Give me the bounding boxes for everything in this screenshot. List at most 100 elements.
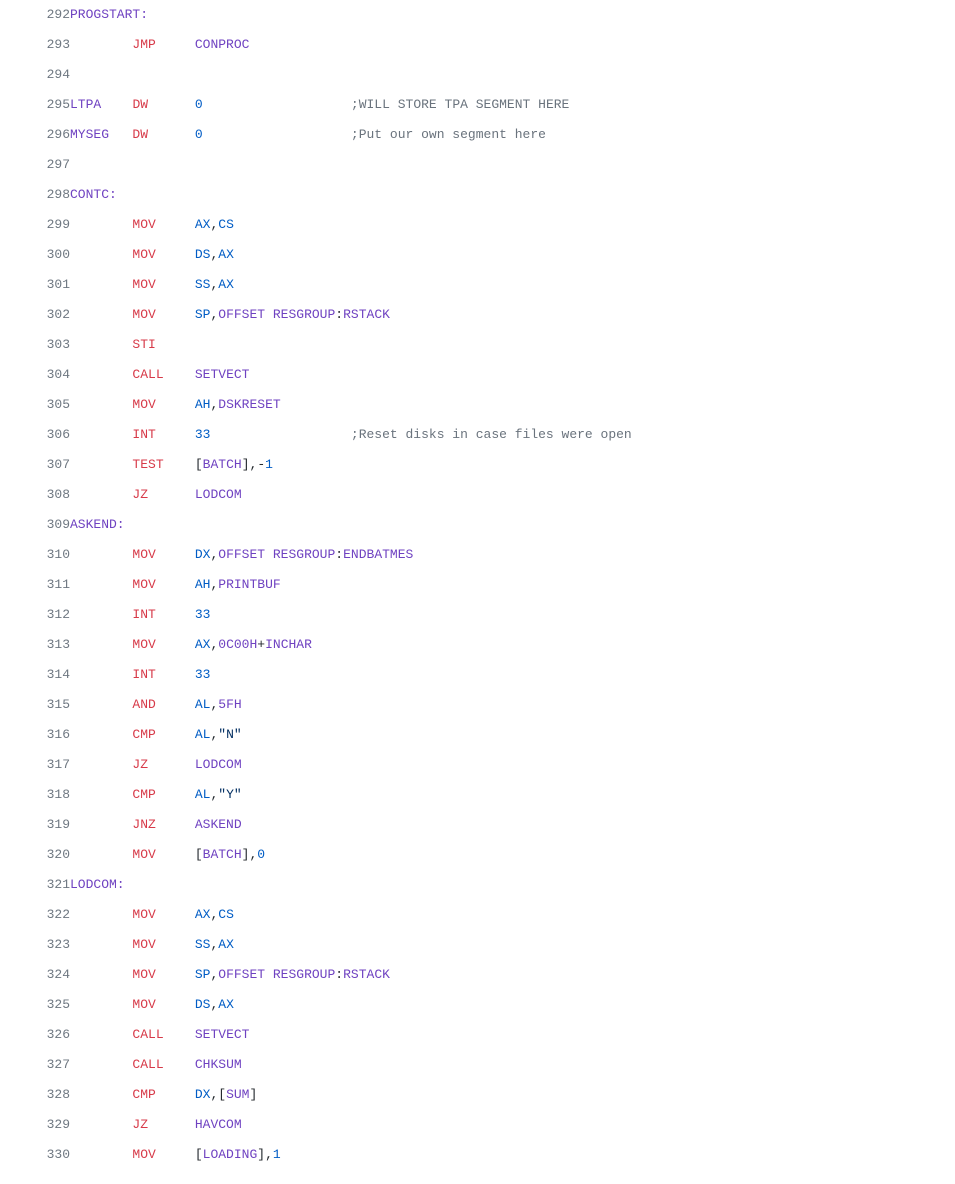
line-content[interactable]: INT 33 [70, 600, 955, 630]
line-content[interactable]: CALL SETVECT [70, 1020, 955, 1050]
code-line: 323 MOV SS,AX [0, 930, 955, 960]
token-mnem: CMP [132, 1087, 155, 1102]
line-number[interactable]: 324 [0, 960, 70, 990]
line-content[interactable]: MOV SP,OFFSET RESGROUP:RSTACK [70, 300, 955, 330]
line-number[interactable]: 298 [0, 180, 70, 210]
line-content[interactable]: JMP CONPROC [70, 30, 955, 60]
token-mnem: JZ [132, 487, 148, 502]
line-content[interactable]: AND AL,5FH [70, 690, 955, 720]
line-number[interactable]: 295 [0, 90, 70, 120]
code-line: 313 MOV AX,0C00H+INCHAR [0, 630, 955, 660]
line-content[interactable]: MOV AX,CS [70, 900, 955, 930]
line-number[interactable]: 307 [0, 450, 70, 480]
line-content[interactable]: MOV DS,AX [70, 990, 955, 1020]
line-number[interactable]: 314 [0, 660, 70, 690]
line-number[interactable]: 300 [0, 240, 70, 270]
line-content[interactable]: MOV [BATCH],0 [70, 840, 955, 870]
line-content[interactable] [70, 60, 955, 90]
line-content[interactable]: CMP AL,"N" [70, 720, 955, 750]
line-content[interactable]: MOV DS,AX [70, 240, 955, 270]
line-number[interactable]: 318 [0, 780, 70, 810]
line-content[interactable]: LODCOM: [70, 870, 955, 900]
token-reg: AX [218, 247, 234, 262]
line-content[interactable]: MOV AX,0C00H+INCHAR [70, 630, 955, 660]
line-number[interactable]: 303 [0, 330, 70, 360]
line-number[interactable]: 322 [0, 900, 70, 930]
token-mnem: MOV [132, 937, 155, 952]
line-number[interactable]: 313 [0, 630, 70, 660]
line-number[interactable]: 327 [0, 1050, 70, 1080]
token-punct: - [257, 457, 265, 472]
line-number[interactable]: 330 [0, 1140, 70, 1170]
line-number[interactable]: 293 [0, 30, 70, 60]
line-number[interactable]: 309 [0, 510, 70, 540]
line-number[interactable]: 311 [0, 570, 70, 600]
token-reg: AL [195, 697, 211, 712]
token-cmt: ;Reset disks in case files were open [351, 427, 632, 442]
line-number[interactable]: 321 [0, 870, 70, 900]
token-mnem: INT [132, 427, 155, 442]
token-mnem: MOV [132, 967, 155, 982]
line-number[interactable]: 306 [0, 420, 70, 450]
token-mnem: TEST [132, 457, 163, 472]
line-content[interactable]: MOV SS,AX [70, 930, 955, 960]
token-lbl: ASKEND: [70, 517, 125, 532]
token-mnem: CMP [132, 787, 155, 802]
token-reg: AL [195, 787, 211, 802]
code-line: 303 STI [0, 330, 955, 360]
line-number[interactable]: 317 [0, 750, 70, 780]
line-content[interactable]: ASKEND: [70, 510, 955, 540]
line-number[interactable]: 328 [0, 1080, 70, 1110]
line-content[interactable]: PROGSTART: [70, 0, 955, 30]
line-number[interactable]: 294 [0, 60, 70, 90]
line-number[interactable]: 299 [0, 210, 70, 240]
token-ident: OFFSET RESGROUP [218, 547, 335, 562]
line-content[interactable]: JNZ ASKEND [70, 810, 955, 840]
line-content[interactable]: LTPA DW 0 ;WILL STORE TPA SEGMENT HERE [70, 90, 955, 120]
line-content[interactable] [70, 150, 955, 180]
line-content[interactable]: INT 33 ;Reset disks in case files were o… [70, 420, 955, 450]
line-content[interactable]: JZ LODCOM [70, 750, 955, 780]
line-number[interactable]: 315 [0, 690, 70, 720]
line-content[interactable]: CMP AL,"Y" [70, 780, 955, 810]
line-content[interactable]: MOV AX,CS [70, 210, 955, 240]
line-content[interactable]: STI [70, 330, 955, 360]
line-number[interactable]: 326 [0, 1020, 70, 1050]
line-number[interactable]: 320 [0, 840, 70, 870]
line-content[interactable]: MOV SS,AX [70, 270, 955, 300]
line-content[interactable]: CALL SETVECT [70, 360, 955, 390]
line-number[interactable]: 296 [0, 120, 70, 150]
line-content[interactable]: MYSEG DW 0 ;Put our own segment here [70, 120, 955, 150]
line-content[interactable]: MOV AH,PRINTBUF [70, 570, 955, 600]
line-content[interactable]: JZ LODCOM [70, 480, 955, 510]
line-number[interactable]: 310 [0, 540, 70, 570]
line-number[interactable]: 308 [0, 480, 70, 510]
line-content[interactable]: JZ HAVCOM [70, 1110, 955, 1140]
line-content[interactable]: INT 33 [70, 660, 955, 690]
line-number[interactable]: 329 [0, 1110, 70, 1140]
line-content[interactable]: MOV AH,DSKRESET [70, 390, 955, 420]
line-number[interactable]: 312 [0, 600, 70, 630]
line-content[interactable]: TEST [BATCH],-1 [70, 450, 955, 480]
token-mnem: MOV [132, 847, 155, 862]
line-number[interactable]: 302 [0, 300, 70, 330]
line-number[interactable]: 316 [0, 720, 70, 750]
line-number[interactable]: 297 [0, 150, 70, 180]
line-number[interactable]: 305 [0, 390, 70, 420]
line-content[interactable]: CMP DX,[SUM] [70, 1080, 955, 1110]
line-number[interactable]: 325 [0, 990, 70, 1020]
line-content[interactable]: CONTC: [70, 180, 955, 210]
line-number[interactable]: 301 [0, 270, 70, 300]
line-number[interactable]: 304 [0, 360, 70, 390]
token-mnem: DW [132, 97, 148, 112]
token-cmt: ;Put our own segment here [351, 127, 546, 142]
code-line: 294 [0, 60, 955, 90]
line-content[interactable]: MOV [LOADING],1 [70, 1140, 955, 1170]
line-number[interactable]: 292 [0, 0, 70, 30]
line-number[interactable]: 323 [0, 930, 70, 960]
line-number[interactable]: 319 [0, 810, 70, 840]
line-content[interactable]: MOV SP,OFFSET RESGROUP:RSTACK [70, 960, 955, 990]
line-content[interactable]: MOV DX,OFFSET RESGROUP:ENDBATMES [70, 540, 955, 570]
line-content[interactable]: CALL CHKSUM [70, 1050, 955, 1080]
token-mnem: AND [132, 697, 155, 712]
